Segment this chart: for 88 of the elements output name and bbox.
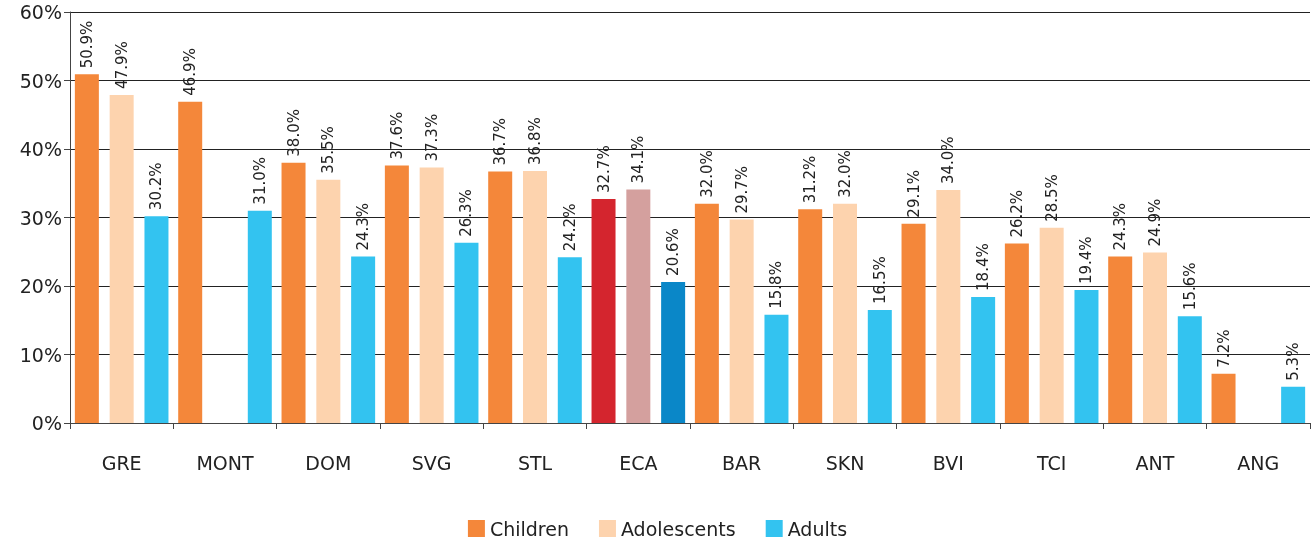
data-label: 28.5% [1042, 174, 1061, 222]
bar [764, 314, 789, 423]
bar [626, 189, 651, 423]
data-label: 26.3% [457, 189, 476, 237]
data-label: 20.6% [664, 228, 683, 276]
x-tick-label: BVI [932, 451, 964, 474]
bar [523, 170, 547, 423]
y-tick-label: 50% [19, 69, 62, 92]
y-tick-label: 20% [19, 275, 62, 297]
bar [1004, 243, 1029, 423]
y-tick-label: 60% [19, 1, 62, 23]
bar [1177, 316, 1202, 423]
x-tick-label: STL [517, 451, 553, 474]
y-tick-label: 0% [31, 412, 62, 434]
data-label: 5.3% [1284, 342, 1303, 381]
y-tick-label: 10% [19, 343, 62, 366]
data-label: 47.9% [112, 41, 131, 89]
x-tick-label: TCI [1035, 451, 1067, 474]
data-label: 29.1% [904, 170, 923, 218]
bar [247, 210, 272, 423]
data-label: 19.4% [1077, 236, 1096, 285]
bar [178, 101, 203, 423]
legend-label: Children [489, 517, 569, 540]
data-label: 29.7% [732, 165, 751, 214]
bar [1039, 227, 1064, 423]
bar [454, 242, 479, 423]
bar [1143, 252, 1167, 423]
data-label: 34.0% [939, 136, 958, 185]
data-label: 37.6% [387, 111, 406, 160]
data-label: 24.3% [354, 202, 373, 251]
bar [936, 190, 961, 423]
data-label: 32.0% [697, 150, 716, 198]
bar [591, 199, 616, 423]
bar [384, 165, 409, 423]
bar [281, 162, 306, 423]
bar [419, 167, 444, 423]
data-label: 36.7% [491, 117, 510, 166]
data-label: 34.1% [629, 135, 648, 184]
data-label: 15.8% [767, 261, 786, 309]
data-label: 16.5% [870, 256, 889, 304]
y-tick-label: 30% [19, 206, 62, 229]
bar [694, 203, 719, 423]
bar [661, 281, 686, 423]
bar [351, 256, 376, 423]
bar [488, 171, 513, 423]
data-label: 15.6% [1180, 262, 1199, 311]
x-tick-label: ANG [1237, 451, 1280, 474]
data-label: 35.5% [319, 126, 338, 174]
bar [109, 94, 134, 423]
legend-label: Adolescents [620, 517, 736, 540]
bar [1281, 386, 1306, 423]
data-label: 32.0% [836, 150, 854, 198]
bar [1074, 290, 1099, 423]
data-label: 7.2% [1214, 329, 1233, 368]
data-label: 24.9% [1146, 198, 1164, 247]
data-label: 24.2% [560, 203, 579, 252]
bar [729, 219, 754, 423]
data-label: 36.8% [526, 117, 544, 165]
bar [1211, 373, 1236, 423]
bar [1108, 256, 1133, 423]
data-label: 24.3% [1111, 202, 1130, 251]
x-tick-label: DOM [305, 451, 352, 474]
data-label: 26.2% [1007, 189, 1026, 238]
x-tick-label: BAR [722, 451, 762, 474]
x-tick-label: MONT [196, 451, 254, 474]
bar [833, 203, 857, 423]
data-label: 46.9% [181, 48, 200, 96]
bar [74, 74, 99, 423]
data-label: 31.0% [250, 156, 269, 205]
bar [798, 209, 823, 423]
data-label: 37.3% [422, 113, 441, 162]
data-label: 30.2% [147, 162, 166, 211]
x-tick-label: SVG [411, 451, 452, 474]
x-tick-label: GRE [101, 451, 142, 474]
bar [316, 179, 341, 423]
bar [901, 223, 926, 423]
bar [557, 257, 582, 423]
legend-label: Adults [787, 517, 848, 540]
data-label: 31.2% [801, 155, 820, 204]
x-tick-label: SKN [825, 451, 865, 474]
data-label: 32.7% [594, 145, 613, 194]
bar [971, 296, 996, 423]
x-tick-label: ANT [1135, 451, 1175, 474]
x-tick-label: ECA [619, 451, 658, 474]
y-tick-label: 40% [19, 138, 62, 160]
bar [144, 216, 169, 423]
data-label: 50.9% [77, 20, 96, 69]
bar [867, 309, 892, 423]
